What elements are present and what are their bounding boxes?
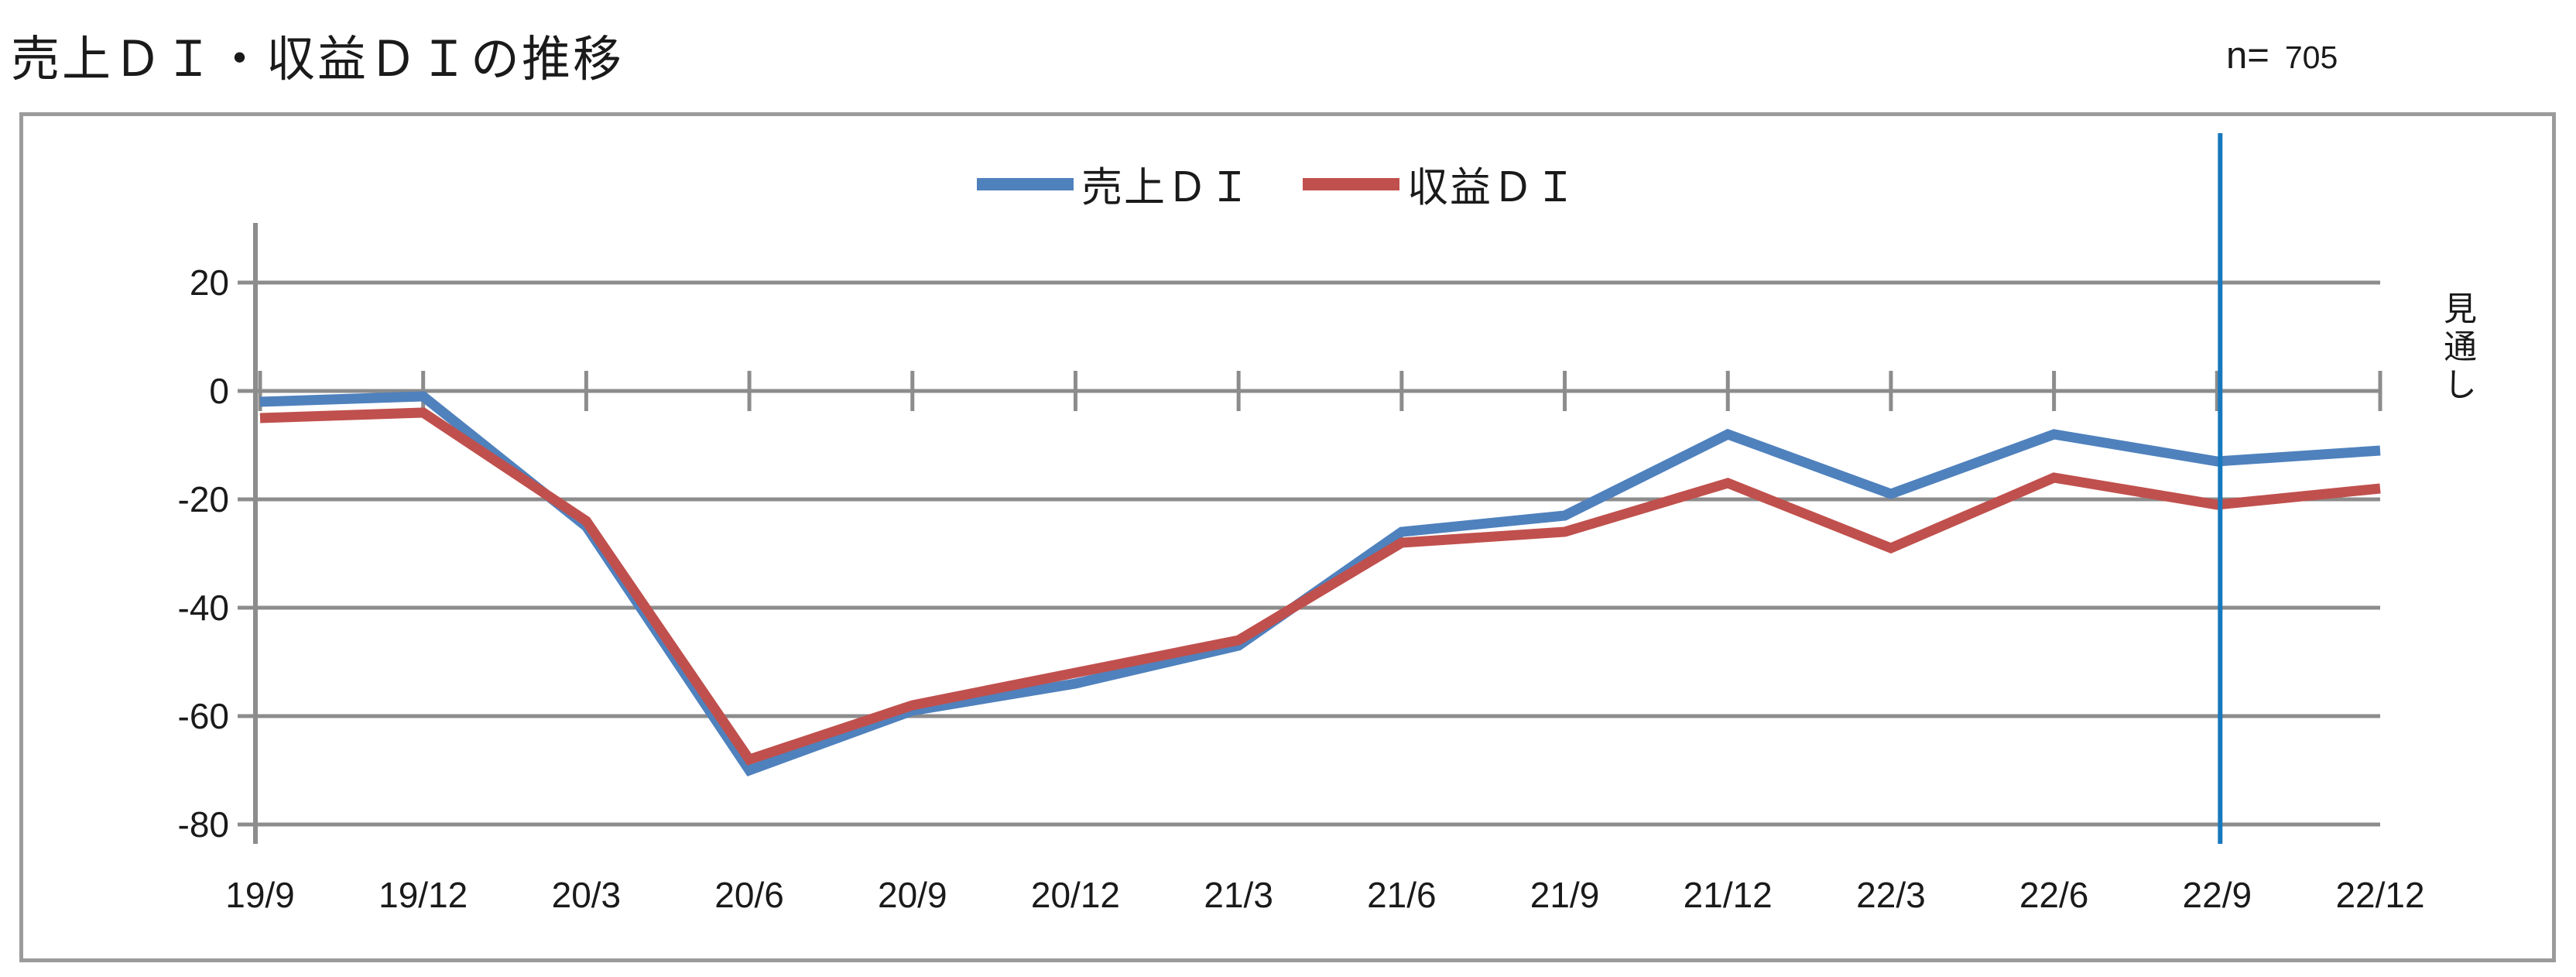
y-axis-label--40: -40 (178, 588, 229, 628)
x-axis-label-20-9: 20/9 (878, 875, 947, 915)
y-axis-label--80: -80 (178, 804, 229, 845)
x-axis-label-22-9: 22/9 (2183, 875, 2252, 915)
forecast-outlook-label: 見通し (2438, 291, 2476, 405)
x-axis-label-20-3: 20/3 (552, 875, 622, 915)
x-axis-label-21-12: 21/12 (1684, 875, 1773, 915)
y-axis-label-20: 20 (190, 262, 229, 303)
x-axis-label-22-3: 22/3 (1856, 875, 1926, 915)
legend-item-profit-di: 収益ＤＩ (1303, 155, 1577, 214)
sample-size-value: 705 (2284, 39, 2338, 75)
x-axis-label-21-3: 21/3 (1204, 875, 1273, 915)
legend-label-sales-di: 売上ＤＩ (1081, 165, 1252, 211)
page-title: 売上ＤＩ・収益ＤＩの推移 (11, 33, 624, 87)
sample-size: n= 705 (2226, 34, 2338, 77)
sample-size-label: n= (2226, 35, 2269, 77)
x-axis-label-22-6: 22/6 (2019, 875, 2089, 915)
x-axis-label-20-6: 20/6 (714, 875, 784, 915)
x-axis-label-22-12: 22/12 (2335, 875, 2424, 915)
x-axis-label-20-12: 20/12 (1031, 875, 1120, 915)
x-axis-label-19-12: 19/12 (379, 875, 468, 915)
x-axis-label-21-9: 21/9 (1530, 875, 1600, 915)
x-axis-label-19-9: 19/9 (225, 875, 295, 915)
y-axis-label--20: -20 (178, 479, 229, 519)
legend-label-profit-di: 収益ＤＩ (1407, 165, 1577, 211)
y-axis-label--60: -60 (178, 696, 229, 736)
x-axis-label-21-6: 21/6 (1367, 875, 1437, 915)
legend-swatch-sales-di (977, 178, 1074, 190)
chart-frame (19, 112, 2556, 962)
chart-legend: 売上ＤＩ 収益ＤＩ (977, 155, 1577, 214)
y-axis-label-0: 0 (209, 371, 229, 411)
legend-swatch-profit-di (1303, 178, 1399, 190)
series-line-profit-di (259, 407, 2381, 766)
legend-item-sales-di: 売上ＤＩ (977, 155, 1252, 214)
